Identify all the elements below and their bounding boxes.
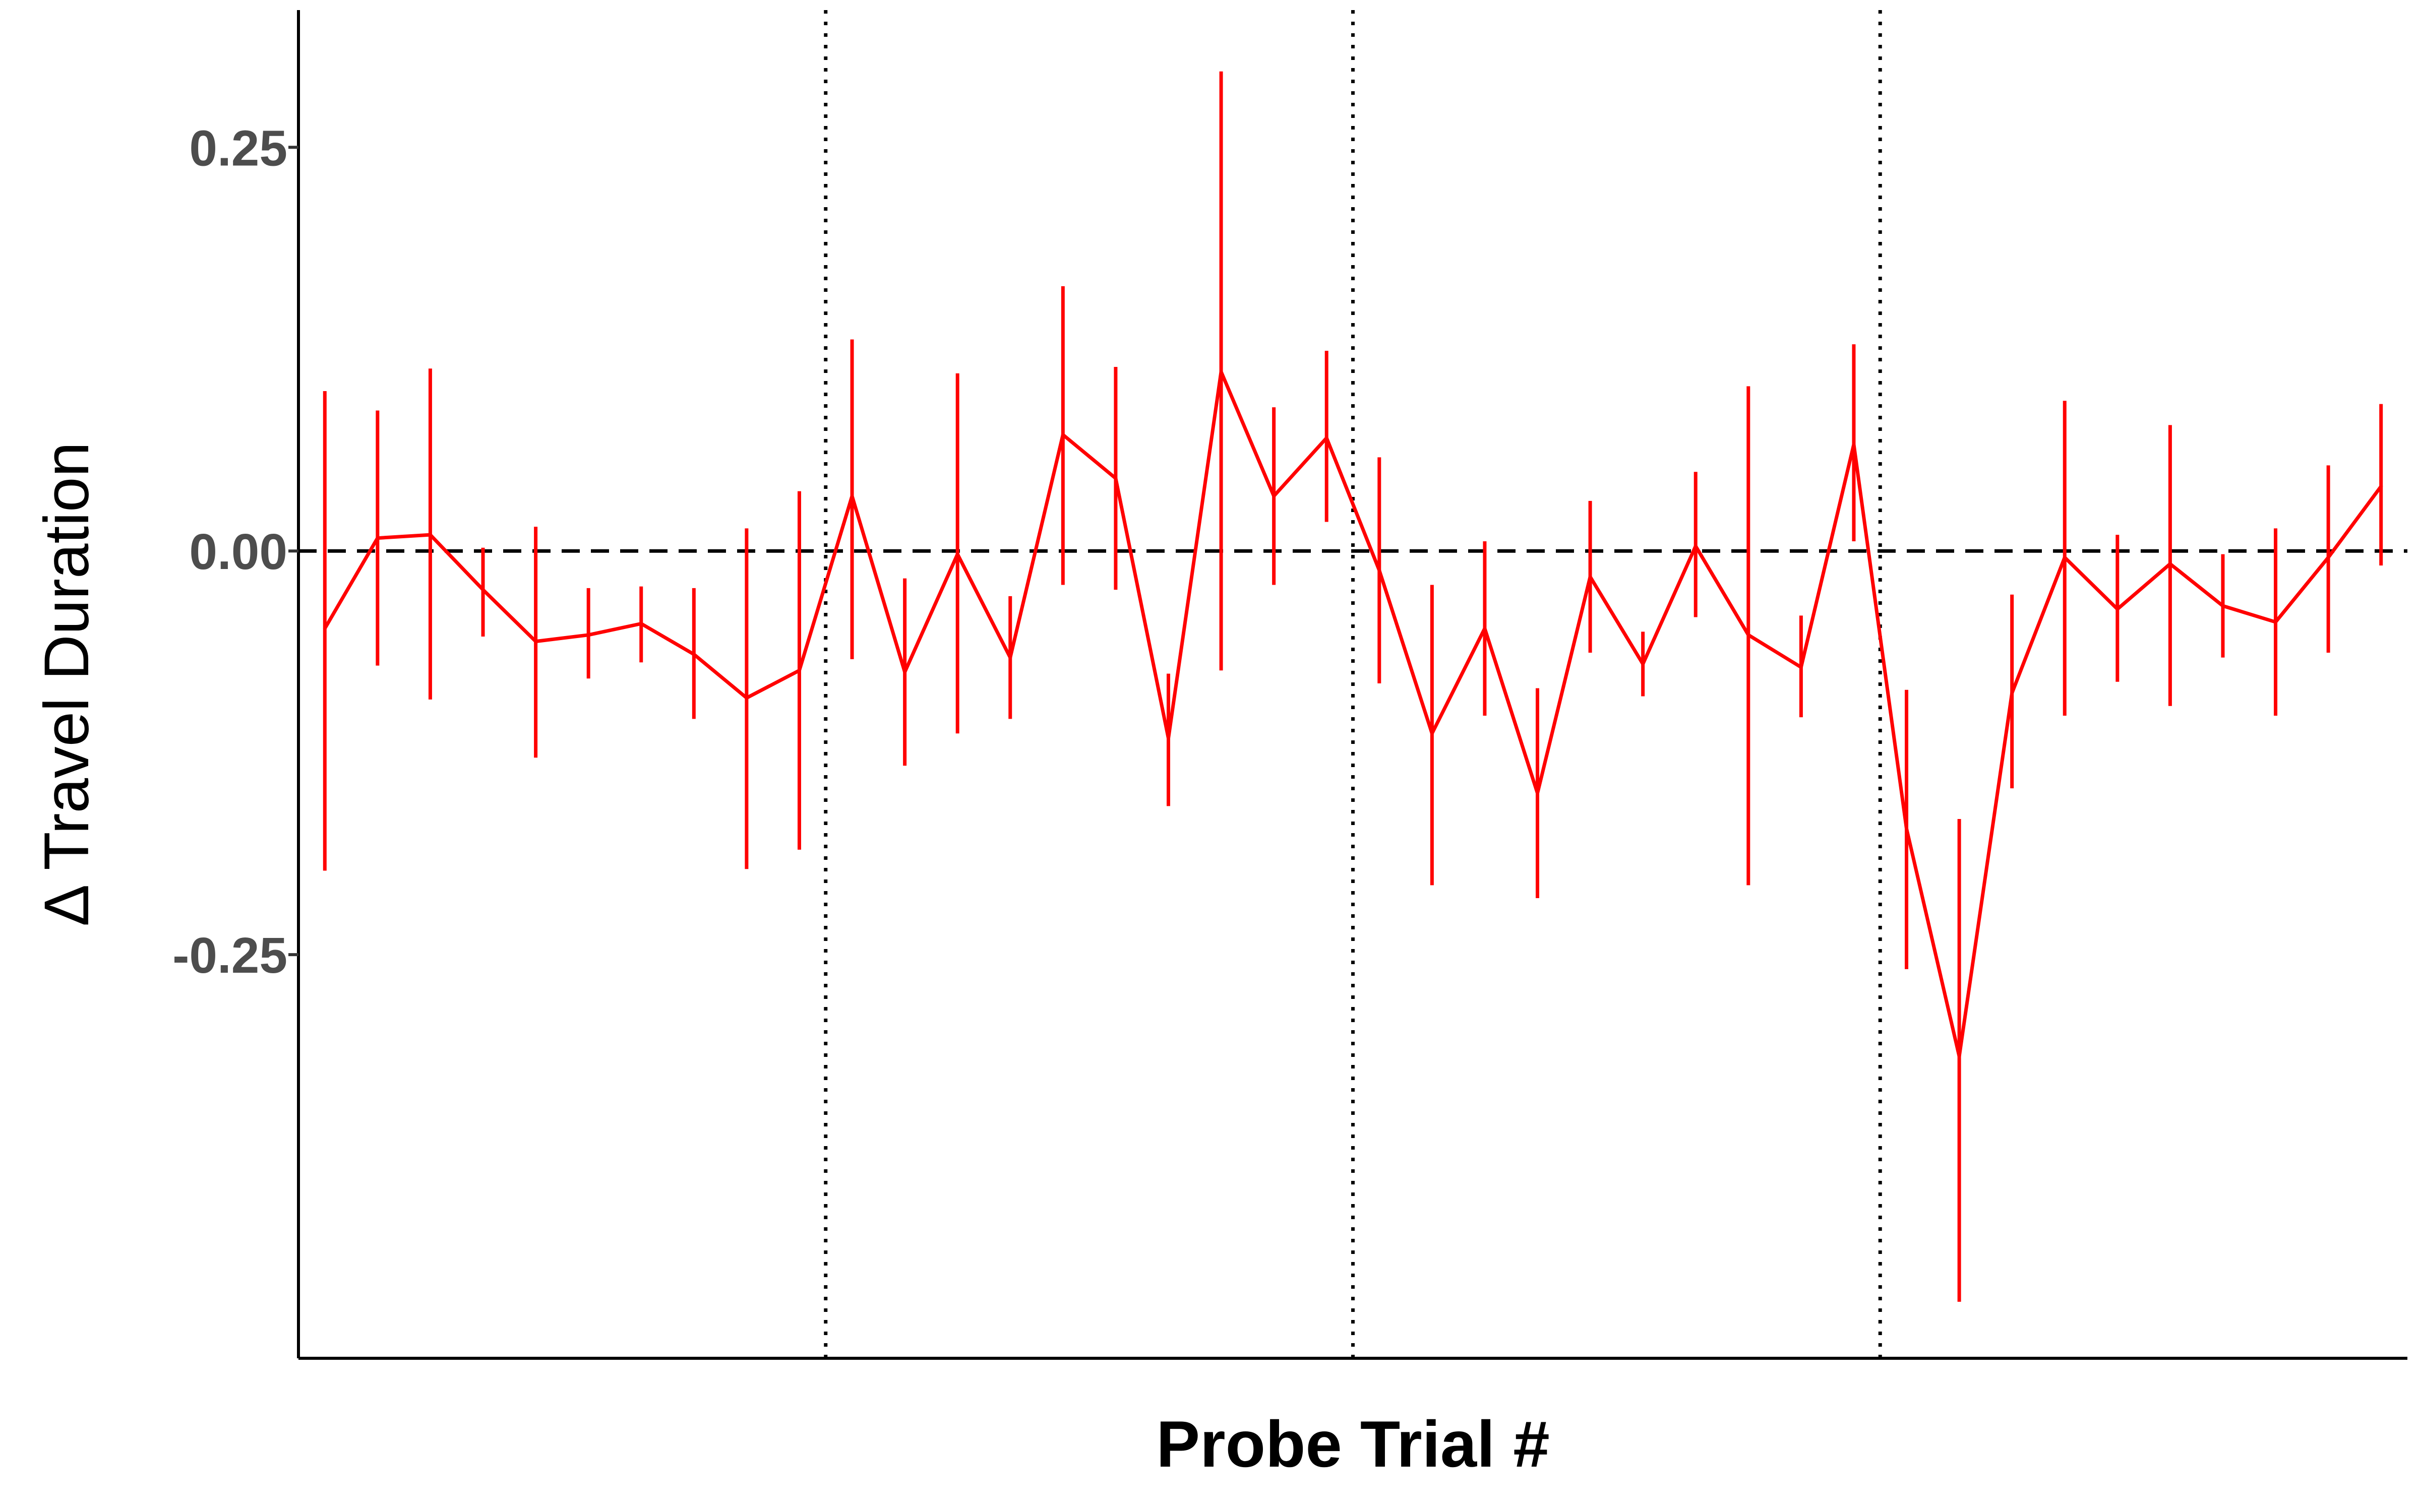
data-point-22: [1430, 731, 1434, 735]
data-point-13: [955, 552, 959, 556]
block-separators: [824, 10, 1882, 1358]
data-point-23: [1483, 626, 1487, 631]
data-point-24: [1536, 791, 1540, 795]
data-point-21: [1377, 569, 1381, 573]
data-point-36: [2168, 562, 2172, 566]
data-point-29: [1799, 665, 1803, 669]
data-point-20: [1324, 436, 1328, 440]
y-axis-title: Δ Travel Duration: [32, 442, 102, 926]
data-point-7: [639, 621, 643, 625]
axes: [297, 10, 2407, 1360]
y-tick-label-1: 0.25: [189, 120, 287, 176]
data-point-8: [692, 652, 696, 656]
data-point-18: [1219, 370, 1223, 374]
series-line: [323, 370, 2383, 1058]
y-tick-label-2: 0.00: [189, 524, 287, 580]
data-point-27: [1693, 544, 1698, 548]
data-point-35: [2115, 607, 2120, 611]
data-point-25: [1588, 575, 1592, 579]
data-point-4: [481, 588, 485, 592]
x-axis-title: Probe Trial #: [1156, 1407, 1549, 1481]
data-point-1: [323, 626, 327, 631]
data-point-30: [1852, 443, 1856, 447]
data-point-19: [1272, 494, 1276, 498]
data-point-33: [2010, 691, 2014, 695]
data-point-14: [1008, 656, 1012, 660]
data-point-3: [428, 533, 432, 537]
data-point-28: [1746, 633, 1750, 637]
data-point-16: [1114, 476, 1118, 480]
data-point-11: [850, 494, 854, 498]
data-point-32: [1957, 1054, 1961, 1058]
data-point-31: [1905, 827, 1909, 831]
data-point-12: [903, 670, 907, 674]
data-point-17: [1166, 736, 1170, 740]
data-point-15: [1061, 433, 1065, 437]
y-ticks: 0.25 0.00 -0.25: [172, 120, 298, 984]
data-point-37: [2221, 604, 2225, 608]
data-point-6: [586, 633, 590, 637]
data-point-39: [2326, 555, 2330, 559]
y-tick-label-3: -0.25: [172, 927, 287, 984]
series-line-group: [323, 370, 2383, 1058]
data-point-2: [376, 536, 380, 540]
data-point-9: [745, 696, 749, 700]
data-point-34: [2063, 555, 2067, 559]
data-point-5: [534, 640, 538, 644]
data-point-10: [797, 668, 801, 672]
data-point-38: [2274, 620, 2278, 624]
data-point-26: [1641, 662, 1645, 666]
data-point-40: [2379, 484, 2383, 488]
